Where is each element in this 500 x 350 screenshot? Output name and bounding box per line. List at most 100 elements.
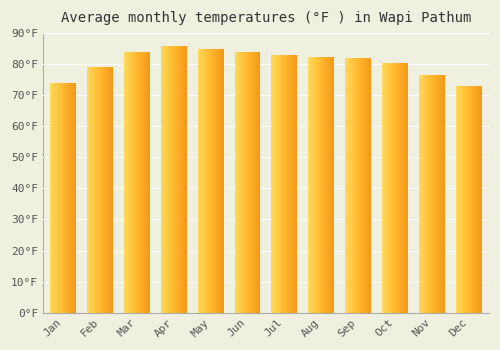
Bar <box>465 86 466 313</box>
Bar <box>101 67 102 313</box>
Bar <box>351 58 352 313</box>
Bar <box>354 58 355 313</box>
Bar <box>254 52 256 313</box>
Bar <box>141 52 142 313</box>
Bar <box>133 52 134 313</box>
Bar <box>165 46 166 313</box>
Bar <box>404 63 406 313</box>
Bar <box>320 56 321 313</box>
Bar <box>331 56 332 313</box>
Bar <box>308 56 309 313</box>
Bar <box>223 49 224 313</box>
Bar <box>164 46 165 313</box>
Bar <box>316 56 317 313</box>
Bar <box>205 49 206 313</box>
Bar <box>249 52 250 313</box>
Bar <box>322 56 323 313</box>
Bar <box>239 52 240 313</box>
Bar <box>327 56 328 313</box>
Bar <box>481 86 482 313</box>
Bar <box>463 86 464 313</box>
Bar <box>131 52 132 313</box>
Bar <box>285 55 286 313</box>
Bar <box>222 49 223 313</box>
Bar <box>237 52 238 313</box>
Bar <box>470 86 471 313</box>
Bar <box>462 86 463 313</box>
Bar <box>276 55 277 313</box>
Bar <box>255 52 256 313</box>
Bar <box>250 52 251 313</box>
Bar <box>420 75 421 313</box>
Bar <box>144 52 145 313</box>
Bar <box>202 49 203 313</box>
Bar <box>348 58 349 313</box>
Bar <box>241 52 242 313</box>
Bar <box>62 83 64 313</box>
Bar <box>309 56 310 313</box>
Bar <box>357 58 358 313</box>
Bar <box>395 63 396 313</box>
Bar <box>256 52 257 313</box>
Bar <box>278 55 279 313</box>
Bar <box>210 49 211 313</box>
Bar <box>384 63 385 313</box>
Bar <box>315 56 316 313</box>
Bar <box>405 63 406 313</box>
Bar <box>362 58 364 313</box>
Bar <box>388 63 389 313</box>
Bar <box>471 86 472 313</box>
Bar <box>254 52 255 313</box>
Bar <box>394 63 395 313</box>
Bar <box>257 52 258 313</box>
Bar <box>181 46 182 313</box>
Bar <box>182 46 183 313</box>
Bar <box>135 52 136 313</box>
Bar <box>59 83 60 313</box>
Bar <box>143 52 144 313</box>
Bar <box>216 49 217 313</box>
Bar <box>459 86 460 313</box>
Bar <box>391 63 392 313</box>
Bar <box>419 75 420 313</box>
Bar <box>198 49 199 313</box>
Bar <box>400 63 401 313</box>
Bar <box>382 63 383 313</box>
Bar <box>476 86 477 313</box>
Bar <box>129 52 130 313</box>
Bar <box>93 67 94 313</box>
Bar <box>68 83 69 313</box>
Bar <box>111 67 112 313</box>
Bar <box>424 75 425 313</box>
Bar <box>97 67 98 313</box>
Bar <box>161 46 162 313</box>
Bar <box>324 56 325 313</box>
Bar <box>479 86 480 313</box>
Bar <box>287 55 288 313</box>
Bar <box>74 83 75 313</box>
Bar <box>370 58 371 313</box>
Bar <box>430 75 432 313</box>
Bar <box>397 63 398 313</box>
Bar <box>421 75 422 313</box>
Bar <box>480 86 481 313</box>
Bar <box>460 86 461 313</box>
Bar <box>167 46 168 313</box>
Bar <box>319 56 320 313</box>
Bar <box>177 46 178 313</box>
Bar <box>219 49 220 313</box>
Bar <box>126 52 127 313</box>
Bar <box>442 75 443 313</box>
Bar <box>54 83 55 313</box>
Bar <box>435 75 436 313</box>
Bar <box>127 52 128 313</box>
Bar <box>169 46 170 313</box>
Bar <box>437 75 438 313</box>
Bar <box>170 46 172 313</box>
Bar <box>236 52 237 313</box>
Bar <box>60 83 61 313</box>
Bar <box>55 83 56 313</box>
Bar <box>238 52 240 313</box>
Bar <box>94 67 95 313</box>
Bar <box>428 75 429 313</box>
